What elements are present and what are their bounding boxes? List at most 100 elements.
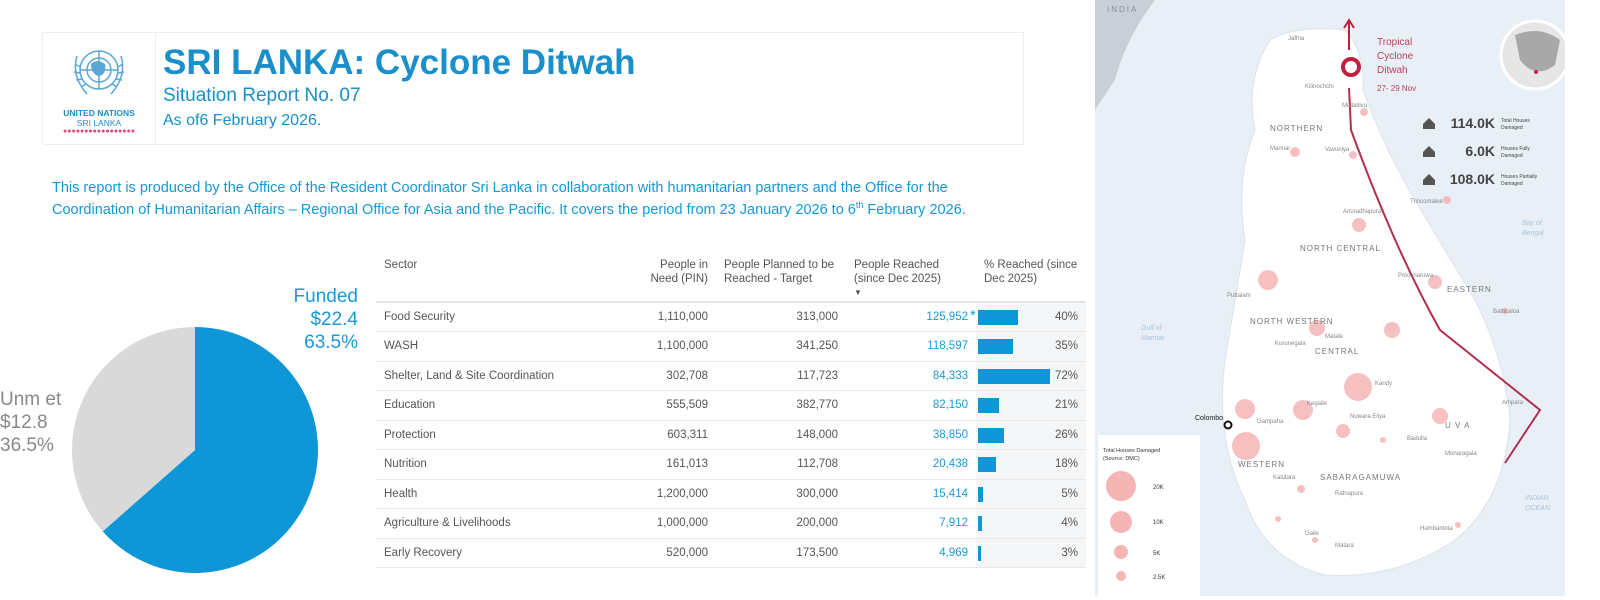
cell-reached[interactable]: 125,952 * (846, 302, 976, 332)
unmet-title: Unm et (0, 389, 62, 410)
funded-label: Funded $22.4 63.5% (294, 285, 358, 354)
province-label: U V A (1445, 421, 1470, 430)
description-text: This report is produced by the Office of… (52, 180, 948, 218)
cell-sector: Health (376, 479, 636, 509)
org-name: UNITED NATIONS (63, 107, 135, 118)
district-label: Jaffna (1288, 36, 1305, 42)
map-legend: Total Houses Damaged (Source: DMC) 20K 1… (1098, 435, 1200, 596)
pct-bar (978, 368, 1050, 384)
district-label: Trincomalee (1410, 199, 1443, 205)
col-pct[interactable]: % Reached (since Dec 2025) (976, 252, 1086, 303)
funded-title: Funded (293, 286, 358, 307)
stat-label-1: Houses Fully (1501, 146, 1530, 152)
district-label: Mullaitivu (1342, 103, 1367, 109)
reached-value: 20,438 (932, 458, 968, 471)
funding-pie-chart (72, 327, 319, 573)
un-emblem-icon (73, 49, 125, 94)
pct-value: 72% (1054, 369, 1078, 382)
stat-value: 108.0K (1450, 171, 1495, 187)
province-label: CENTRAL (1315, 347, 1359, 356)
district-label: Anuradhapura (1343, 209, 1382, 215)
col-reached-label: People Reached (since Dec 2025) (854, 259, 941, 285)
col-reached[interactable]: People Reached (since Dec 2025) ▼ (846, 252, 976, 303)
cell-pct: 18% (976, 449, 1086, 480)
pie-slice-unmet (72, 327, 195, 532)
stat-value: 6.0K (1465, 143, 1495, 159)
cell-reached[interactable]: 20,438 (846, 449, 976, 480)
cyclone-label-3: Ditwah (1377, 65, 1408, 76)
province-label: EASTERN (1447, 285, 1492, 294)
table-row: Food Security 1,110,000 313,000 125,952 *… (376, 302, 1086, 332)
sea-gulf-1: Gulf of (1141, 325, 1163, 332)
reached-value: 84,333 (932, 369, 968, 382)
cell-sector: Agriculture & Livelihoods (376, 508, 636, 539)
india-landmass (1095, 0, 1155, 110)
col-sector[interactable]: Sector (376, 252, 636, 303)
reached-value: 82,150 (932, 399, 968, 412)
table-row: Shelter, Land & Site Coordination 302,70… (376, 361, 1086, 391)
stat-label-1: Total Houses (1501, 118, 1530, 124)
sort-desc-icon[interactable]: ▼ (854, 288, 862, 297)
cell-target: 313,000 (716, 302, 846, 332)
cell-pct: 35% (976, 331, 1086, 362)
pct-bar (978, 398, 999, 413)
district-label: Polonnaruwa (1398, 273, 1434, 279)
label-colombo: Colombo (1195, 415, 1223, 422)
cyclone-label: Tropical Cyclone Ditwah 27- 29 Nov (1377, 37, 1416, 93)
cell-reached[interactable]: 84,333 (846, 361, 976, 391)
district-label: Ratnapura (1335, 491, 1364, 497)
cell-reached[interactable]: 38,850 (846, 420, 976, 450)
province-label: WESTERN (1238, 460, 1285, 469)
house-icon (1423, 118, 1435, 129)
province-label: NORTHERN (1270, 124, 1323, 133)
col-pin[interactable]: People in Need (PIN) (636, 252, 716, 303)
cell-sector: WASH (376, 331, 636, 362)
cell-reached[interactable]: 82,150 (846, 390, 976, 421)
province-label: NORTH WESTERN (1250, 317, 1334, 326)
stat-label-2: Damaged (1501, 125, 1523, 131)
district-label: Kilinochchi (1305, 84, 1334, 90)
pct-bar (978, 516, 982, 531)
cell-reached[interactable]: 118,597 (846, 331, 976, 362)
cell-pin: 603,311 (636, 420, 716, 450)
table-row: Protection 603,311 148,000 38,850 26% (376, 420, 1086, 450)
inset-globe (1499, 19, 1565, 91)
sri-lanka-landmass (1222, 28, 1511, 577)
pct-value: 40% (1054, 311, 1078, 323)
cell-pin: 555,509 (636, 390, 716, 421)
cell-target: 173,500 (716, 538, 846, 568)
cell-reached[interactable]: 15,414 (846, 479, 976, 509)
table-row: Education 555,509 382,770 82,150 21% (376, 390, 1086, 421)
sea-ocean-2: OCEAN (1525, 505, 1551, 512)
pct-value: 5% (1061, 487, 1078, 500)
table-row: WASH 1,100,000 341,250 118,597 35% (376, 331, 1086, 362)
report-number: Situation Report No. 07 (163, 85, 361, 106)
cell-target: 300,000 (716, 479, 846, 509)
funded-percent: 63.5% (304, 332, 358, 353)
reached-value: 4,969 (939, 546, 968, 559)
district-label: Monaragala (1445, 451, 1477, 457)
sector-table: Sector People in Need (PIN) People Plann… (376, 252, 1086, 568)
page-title: SRI LANKA: Cyclone Ditwah (163, 43, 636, 82)
cell-reached[interactable]: 7,912 (846, 508, 976, 539)
table-row: Agriculture & Livelihoods 1,000,000 200,… (376, 508, 1086, 539)
sea-bay-1: Bay of (1522, 220, 1543, 227)
cell-pct: 40% (976, 302, 1086, 332)
cell-pct: 4% (976, 508, 1086, 539)
cell-target: 341,250 (716, 331, 846, 362)
unmet-label: Unm et $12.8 36.5% (0, 388, 61, 457)
reached-value: 38,850 (932, 428, 968, 441)
reached-value: 118,597 (927, 340, 968, 353)
cell-reached[interactable]: 4,969 (846, 538, 976, 568)
pct-value: 35% (1054, 340, 1078, 352)
cyclone-track (1348, 87, 1542, 464)
col-target[interactable]: People Planned to be Reached - Target (716, 252, 846, 303)
cell-pct: 72% (976, 361, 1086, 391)
legend-title: Total Houses Damaged (1103, 448, 1160, 454)
legend-size-5k: 5K (1153, 551, 1160, 557)
pie-slice-funded (102, 327, 319, 573)
district-label: Matara (1335, 543, 1354, 549)
house-icon (1423, 174, 1435, 185)
pct-bar (978, 339, 1013, 354)
